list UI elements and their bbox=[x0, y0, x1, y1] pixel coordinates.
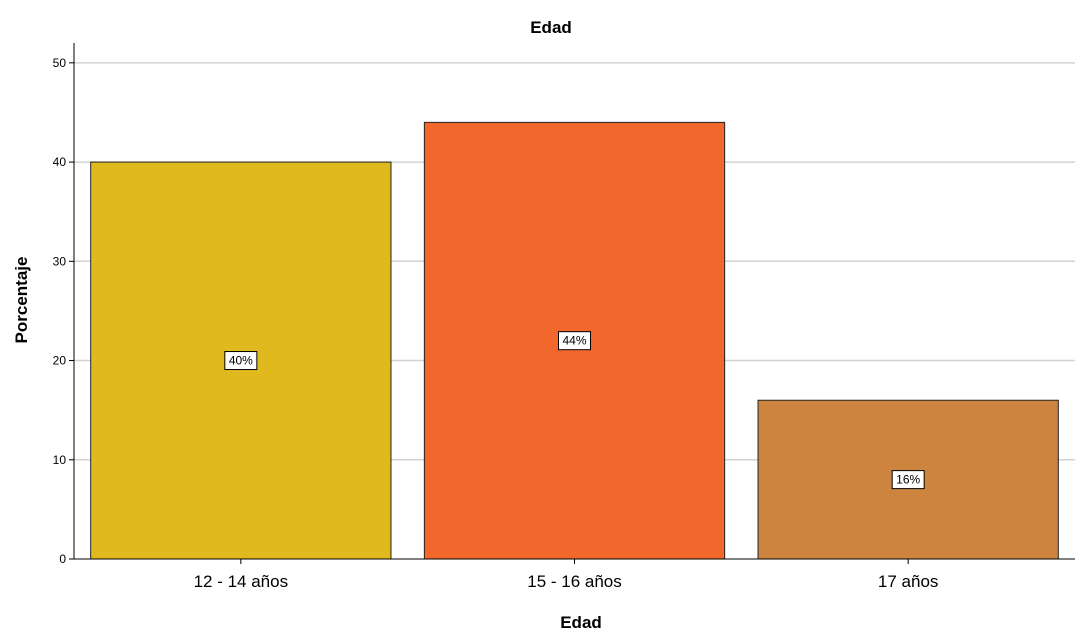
x-axis-ticks: 12 - 14 años 15 - 16 años 17 años bbox=[194, 559, 939, 591]
y-tick-label: 0 bbox=[59, 552, 66, 566]
x-tick-label: 15 - 16 años bbox=[527, 572, 622, 591]
data-label-box bbox=[558, 331, 591, 351]
data-label-text: 44% bbox=[562, 334, 586, 348]
y-axis-title: Porcentaje bbox=[12, 257, 31, 344]
data-label: 44% bbox=[558, 331, 591, 351]
y-axis-ticks: 0 10 20 30 40 50 bbox=[53, 56, 74, 566]
chart-title: Edad bbox=[530, 18, 572, 37]
data-labels: 40% 44% 16% bbox=[224, 331, 925, 490]
data-label: 40% bbox=[224, 351, 258, 371]
x-tick-label: 17 años bbox=[878, 572, 939, 591]
y-tick-label: 10 bbox=[53, 453, 67, 467]
data-label-box bbox=[891, 470, 925, 490]
data-label: 16% bbox=[891, 470, 925, 490]
y-tick-label: 20 bbox=[53, 354, 67, 368]
y-tick-label: 50 bbox=[53, 56, 67, 70]
y-tick-label: 30 bbox=[53, 254, 67, 268]
x-axis-title: Edad bbox=[560, 613, 602, 632]
y-tick-label: 40 bbox=[53, 155, 67, 169]
x-tick-label: 12 - 14 años bbox=[194, 572, 289, 591]
data-label-box bbox=[224, 351, 258, 371]
data-label-text: 40% bbox=[229, 354, 253, 368]
data-label-text: 16% bbox=[896, 473, 920, 487]
